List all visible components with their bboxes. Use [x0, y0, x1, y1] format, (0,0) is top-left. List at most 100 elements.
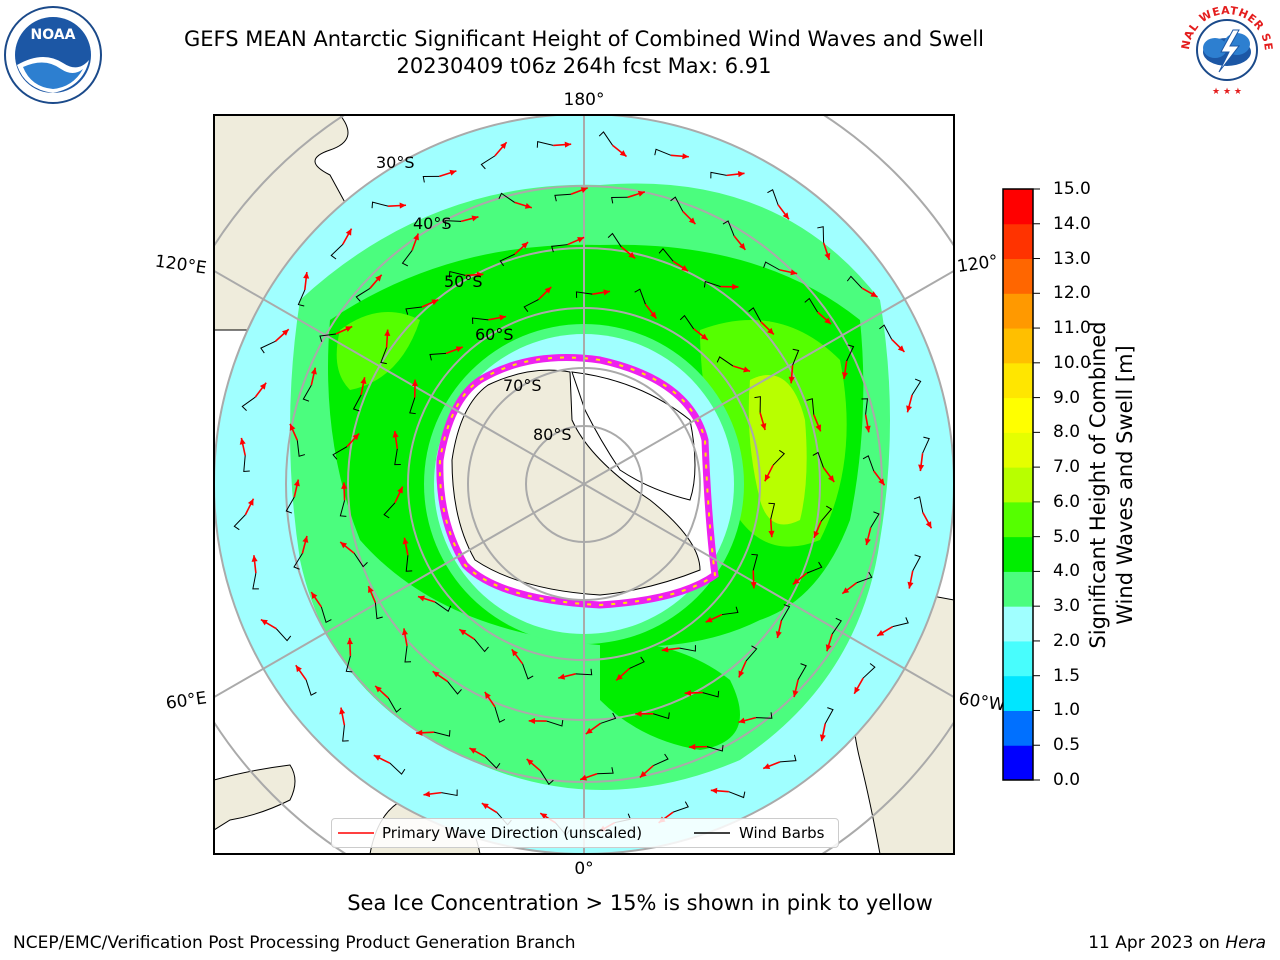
wave-direction-arrowhead	[375, 274, 382, 282]
wave-direction-arrowhead	[700, 333, 708, 340]
wind-barb	[380, 347, 388, 365]
wind-barb	[433, 730, 451, 737]
wind-barb	[879, 324, 893, 340]
wave-direction-arrowhead	[260, 619, 268, 626]
wind-barb	[536, 141, 554, 148]
wind-barb	[297, 289, 306, 307]
wave-direction-arrowhead	[878, 478, 885, 486]
wave-direction-arrowhead	[864, 425, 871, 433]
colorbar-segment	[1003, 501, 1033, 538]
wave-height-5-6m-patch	[336, 312, 420, 390]
wind-barb	[499, 253, 515, 267]
wind-barb	[389, 762, 406, 775]
wind-barb	[703, 280, 721, 288]
wave-direction-arrowhead	[564, 141, 572, 148]
wave-direction-arrowhead	[661, 646, 669, 653]
wave-direction-arrowhead	[281, 329, 289, 336]
wind-barb	[260, 340, 276, 354]
wave-direction-arrowhead	[311, 592, 318, 600]
wind-barb	[767, 189, 779, 205]
wind-barb	[597, 767, 614, 775]
wave-direction-arrowhead	[877, 630, 885, 636]
wind-barb	[444, 220, 462, 227]
wind-barb	[539, 770, 554, 785]
lon-label-180: 180°	[564, 90, 605, 110]
wind-barb	[634, 288, 646, 305]
wave-direction-arrowhead	[481, 803, 489, 810]
wave-direction-arrowhead	[289, 423, 296, 431]
map-frame	[213, 114, 955, 855]
wind-barb	[754, 396, 761, 413]
lon-label-60w: 60°W	[957, 689, 1006, 715]
wind-barb	[352, 394, 362, 412]
wave-direction-arrowhead	[449, 169, 457, 176]
wind-barb	[670, 196, 684, 212]
wave-direction-arrowhead	[558, 673, 566, 680]
colorbar-tick-label: 12.0	[1053, 283, 1091, 304]
wave-direction-arrowhead	[842, 587, 850, 594]
wind-barb	[498, 192, 515, 203]
wave-direction-arrowhead	[524, 202, 532, 209]
colorbar-tick-label: 3.0	[1053, 596, 1081, 617]
wind-barb	[722, 220, 735, 237]
legend-wave-direction: Primary Wave Direction (unscaled)	[382, 824, 643, 842]
wave-direction-arrowhead	[864, 538, 871, 546]
wave-direction-arrowhead	[743, 366, 751, 373]
colorbar-tick-label: 10.0	[1053, 352, 1091, 373]
wave-direction-arrowhead	[346, 637, 353, 645]
wind-barb	[342, 725, 349, 742]
colorbar-tick-label: 11.0	[1053, 318, 1091, 339]
wind-barb	[913, 496, 924, 513]
wind-barb	[679, 314, 695, 330]
wave-direction-arrowhead	[918, 464, 925, 472]
wind-barb	[912, 554, 922, 572]
wind-barb	[332, 446, 348, 460]
run-machine: Hera	[1225, 933, 1266, 953]
wave-direction-arrowhead	[854, 686, 861, 694]
wave-direction-arrowhead	[577, 237, 585, 243]
producer-credit: NCEP/EMC/Verification Post Processing Pr…	[13, 933, 576, 953]
wave-direction-arrowhead	[688, 217, 696, 225]
wind-barb	[806, 561, 823, 574]
chart-title: GEFS MEAN Antarctic Significant Height o…	[183, 27, 985, 51]
wave-direction-arrowhead	[790, 269, 798, 276]
wave-direction-arrowhead	[925, 521, 932, 529]
antarctic-ice-shelf	[571, 371, 696, 501]
wind-barb	[575, 291, 593, 298]
wind-barb	[806, 398, 815, 415]
wind-barb	[404, 646, 412, 663]
wave-direction-arrowhead	[635, 710, 642, 717]
wind-barb	[252, 573, 259, 590]
wave-direction-arrowhead	[788, 376, 795, 384]
wind-barb	[812, 451, 824, 468]
lat-label-40s: 40°S	[413, 214, 452, 233]
noaa-logo-text: NOAA	[31, 27, 76, 43]
wave-direction-arrows	[233, 131, 933, 836]
wind-barb	[629, 656, 645, 669]
wind-barb	[474, 638, 489, 653]
wind-barb	[745, 645, 758, 662]
wave-direction-arrowhead	[375, 685, 382, 693]
wind-barb	[305, 679, 317, 696]
wind-barb	[405, 555, 413, 572]
noaa-logo: NOAA	[4, 6, 102, 104]
wave-direction-arrowhead	[399, 202, 407, 209]
wave-direction-arrowhead	[775, 631, 782, 639]
wave-direction-arrowhead	[511, 649, 518, 657]
colorbar-title-line2: Wind Waves and Swell [m]	[1113, 345, 1137, 625]
wind-barb	[405, 306, 422, 315]
wind-barb	[653, 753, 669, 767]
wave-direction-arrowhead	[732, 283, 739, 290]
chart-subtitle: 20230409 t06z 264h fcst Max: 6.91	[396, 54, 772, 78]
wave-direction-arrowhead	[825, 644, 832, 652]
wave-direction-arrowhead	[521, 242, 529, 249]
wind-barb	[296, 440, 306, 457]
wave-height-max-patch	[748, 375, 807, 525]
wind-barb	[679, 645, 696, 652]
wind-barb	[551, 244, 568, 253]
wave-direction-arrowhead	[682, 153, 689, 160]
wave-direction-arrowhead	[763, 763, 771, 769]
wind-barb	[471, 317, 489, 325]
wind-barb	[672, 801, 689, 813]
wave-direction-arrowhead	[401, 628, 408, 636]
